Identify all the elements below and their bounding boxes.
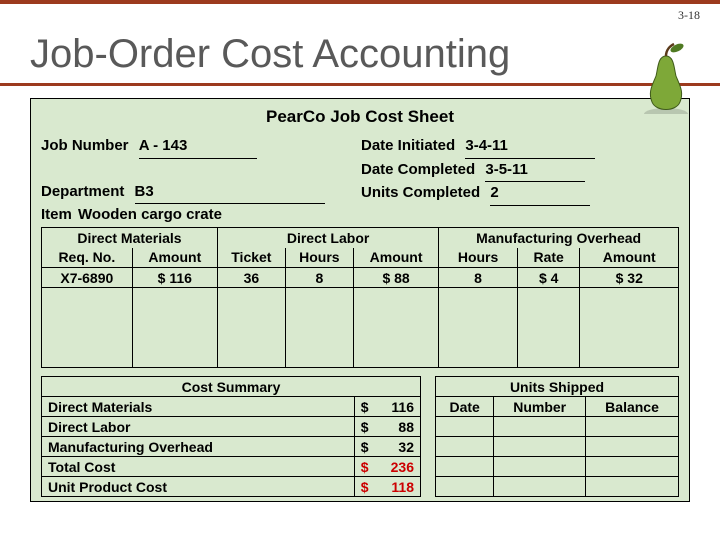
item-label: Item — [41, 206, 72, 223]
col-dl-hours: Hours — [285, 248, 353, 268]
group-dm: Direct Materials — [42, 228, 218, 248]
slide-title: Job-Order Cost Accounting — [30, 32, 720, 77]
date-initiated-value: 3-4-11 — [465, 135, 595, 159]
col-moh-amt: Amount — [580, 248, 679, 268]
summary-row-val: 118 — [375, 477, 421, 497]
cell-dl-hours: 8 — [285, 268, 353, 288]
summary-row-label: Direct Labor — [42, 417, 355, 437]
cell-moh-hours: 8 — [439, 268, 518, 288]
job-number-label: Job Number — [41, 137, 129, 154]
summary-row-cur: $ — [354, 477, 374, 497]
cell-moh-amt: $ 32 — [580, 268, 679, 288]
summary-row-cur: $ — [354, 437, 374, 457]
cell-dm-amt: $ 116 — [132, 268, 217, 288]
summary-row-label: Direct Materials — [42, 397, 355, 417]
shipped-title: Units Shipped — [436, 377, 679, 397]
title-underline — [0, 83, 720, 86]
col-dm-req: Req. No. — [42, 248, 133, 268]
job-cost-sheet: PearCo Job Cost Sheet Job Number A - 143… — [30, 98, 690, 502]
group-moh: Manufacturing Overhead — [439, 228, 679, 248]
cell-moh-rate: $ 4 — [517, 268, 580, 288]
col-dm-amt: Amount — [132, 248, 217, 268]
shipped-col-date: Date — [436, 397, 494, 417]
summary-row-val: 236 — [375, 457, 421, 477]
summary-title: Cost Summary — [42, 377, 421, 397]
cell-dm-req: X7-6890 — [42, 268, 133, 288]
job-number-value: A - 143 — [139, 135, 257, 159]
col-moh-hours: Hours — [439, 248, 518, 268]
date-completed-value: 3-5-11 — [485, 159, 585, 183]
date-completed-label: Date Completed — [361, 161, 475, 178]
units-shipped-table: Units Shipped Date Number Balance — [435, 376, 679, 497]
date-initiated-label: Date Initiated — [361, 137, 455, 154]
summary-row-label: Total Cost — [42, 457, 355, 477]
accent-top-bar — [0, 0, 720, 4]
summary-row-cur: $ — [354, 457, 374, 477]
detail-table: Direct Materials Direct Labor Manufactur… — [41, 227, 679, 368]
units-completed-value: 2 — [490, 182, 590, 206]
col-moh-rate: Rate — [517, 248, 580, 268]
summary-row-label: Manufacturing Overhead — [42, 437, 355, 457]
units-completed-label: Units Completed — [361, 184, 480, 201]
summary-row-cur: $ — [354, 417, 374, 437]
cost-summary-table: Cost Summary Direct Materials $ 116 Dire… — [41, 376, 421, 497]
sheet-header: Job Number A - 143 Department B3 Item Wo… — [41, 135, 679, 221]
summary-row-val: 32 — [375, 437, 421, 457]
sheet-title: PearCo Job Cost Sheet — [41, 107, 679, 127]
summary-row-val: 88 — [375, 417, 421, 437]
department-value: B3 — [135, 181, 325, 205]
col-dl-ticket: Ticket — [217, 248, 285, 268]
pear-icon — [638, 42, 694, 114]
cell-dl-amt: $ 88 — [353, 268, 438, 288]
group-dl: Direct Labor — [217, 228, 438, 248]
summary-row-cur: $ — [354, 397, 374, 417]
summary-row-label: Unit Product Cost — [42, 477, 355, 497]
page-number: 3-18 — [678, 8, 700, 23]
department-label: Department — [41, 183, 124, 200]
item-value: Wooden cargo crate — [78, 204, 278, 228]
col-dl-amt: Amount — [353, 248, 438, 268]
cell-dl-ticket: 36 — [217, 268, 285, 288]
summary-row-val: 116 — [375, 397, 421, 417]
shipped-col-number: Number — [494, 397, 586, 417]
shipped-col-balance: Balance — [586, 397, 679, 417]
